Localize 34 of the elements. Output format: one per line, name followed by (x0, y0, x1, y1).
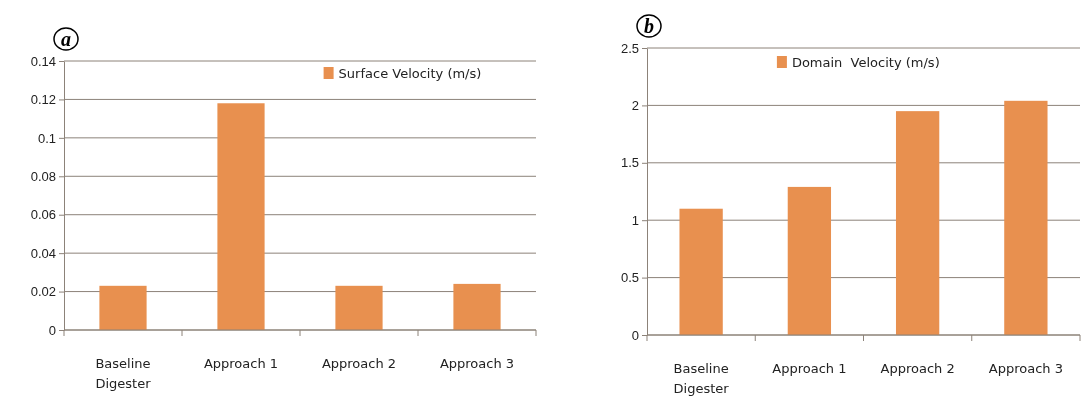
bar (679, 208, 723, 335)
x-tick-label: Approach 3 (988, 361, 1063, 376)
bar (335, 285, 383, 330)
y-tick-label: 0.02 (30, 284, 56, 300)
x-tick-label: Approach 2 (321, 356, 397, 371)
x-tick-label: Baseline Digester (673, 361, 730, 396)
x-tick-label: Approach 1 (772, 361, 847, 376)
chart-title: b (644, 15, 654, 37)
y-tick-label: 0 (48, 322, 56, 338)
x-tick-label: Baseline Digester (95, 356, 152, 391)
y-tick-label: 0.1 (37, 130, 56, 146)
bar (99, 285, 147, 330)
chart-title: a (61, 28, 71, 50)
y-tick-label: 0.5 (620, 270, 639, 286)
legend-label: Domain Velocity (m/s) (791, 55, 940, 70)
y-tick-label: 0.06 (30, 207, 56, 223)
y-tick-label: 0.14 (30, 53, 56, 69)
bar (787, 186, 832, 335)
legend-label: Surface Velocity (m/s) (338, 66, 482, 81)
bar (453, 283, 501, 330)
y-tick-label: 1.5 (620, 155, 639, 171)
x-tick-label: Approach 1 (203, 356, 279, 371)
x-tick-label: Approach 2 (880, 361, 955, 376)
y-tick-label: 0 (631, 327, 639, 343)
y-tick-label: 0.04 (30, 245, 56, 261)
bar (1004, 100, 1048, 335)
y-tick-label: 2.5 (620, 40, 639, 56)
y-tick-label: 1 (631, 212, 639, 228)
y-tick-label: 0.08 (30, 168, 56, 184)
x-tick-label: Approach 3 (439, 356, 515, 371)
bar (895, 111, 940, 335)
y-tick-label: 0.12 (30, 92, 56, 108)
y-tick-label: 2 (631, 98, 639, 114)
bar (217, 103, 265, 330)
